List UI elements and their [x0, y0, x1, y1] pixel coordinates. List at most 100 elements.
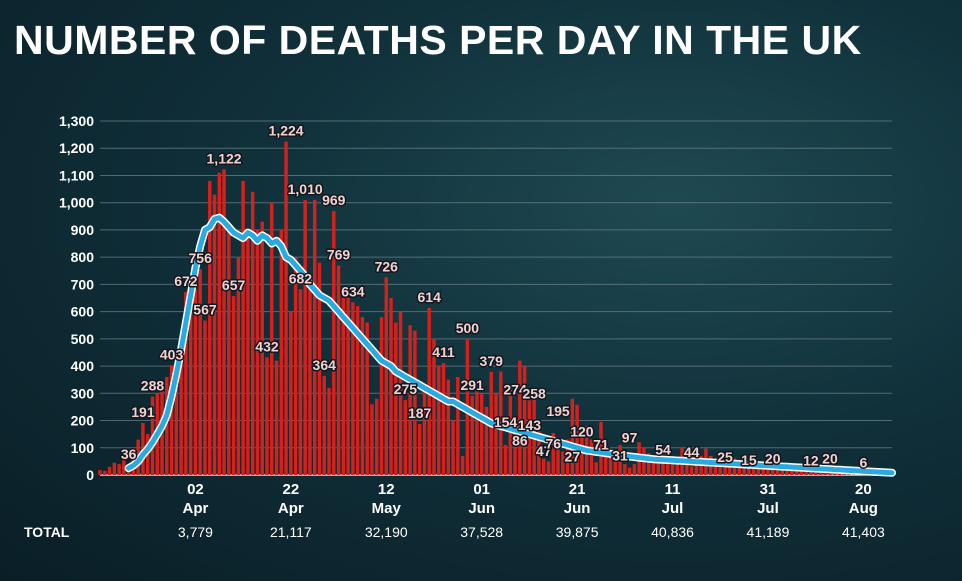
bar [742, 464, 746, 475]
bar [379, 317, 384, 475]
data-label: 44 [684, 444, 700, 460]
bar [103, 470, 107, 475]
bar [594, 462, 598, 475]
y-tick-label: 1,000 [59, 195, 94, 211]
bar [408, 325, 412, 475]
bar [522, 366, 527, 475]
y-tick-label: 700 [71, 276, 95, 292]
data-label: 27 [565, 449, 581, 465]
data-label: 634 [341, 283, 365, 299]
bar [298, 289, 303, 475]
bar [413, 330, 417, 475]
bar [203, 320, 207, 475]
data-label: 1,122 [207, 150, 242, 166]
data-label: 275 [394, 381, 418, 397]
bar [651, 458, 656, 475]
bar [432, 338, 436, 475]
y-tick-label: 100 [71, 440, 95, 456]
bar [728, 461, 732, 475]
bar [613, 454, 617, 475]
bar [627, 467, 632, 475]
bar [117, 464, 121, 475]
bar [537, 431, 541, 475]
bar [303, 199, 307, 475]
y-tick-label: 500 [71, 331, 95, 347]
bar [312, 199, 317, 475]
data-label: 291 [460, 377, 484, 393]
y-tick-label: 400 [71, 358, 95, 374]
bar [360, 317, 365, 475]
bar [351, 302, 355, 475]
x-tick-day: 21 [569, 481, 586, 498]
bar [417, 424, 422, 475]
bar [623, 464, 627, 475]
y-tick-label: 1,200 [59, 140, 94, 156]
x-tick-month: Apr [278, 500, 304, 517]
chart-title: NUMBER OF DEATHS PER DAY IN THE UK [14, 17, 862, 63]
x-tick-month: Apr [182, 500, 208, 517]
x-tick-month: May [372, 500, 402, 517]
bar [208, 180, 212, 475]
bar [575, 404, 579, 475]
data-label: 432 [255, 338, 279, 354]
bar [441, 363, 446, 475]
data-label: 120 [570, 423, 594, 439]
bar [460, 455, 465, 475]
bar [785, 466, 789, 475]
data-label: 25 [717, 449, 733, 465]
bar [250, 191, 255, 476]
x-tick-day: 02 [187, 481, 204, 498]
total-value: 41,189 [747, 524, 790, 540]
bar [246, 235, 250, 475]
bar [403, 400, 408, 475]
bar [771, 465, 775, 475]
bar [188, 298, 193, 475]
y-tick-label: 600 [71, 304, 95, 320]
y-tick-label: 200 [71, 413, 95, 429]
bar [551, 433, 555, 475]
bar [451, 420, 455, 475]
bar [341, 298, 346, 475]
bar [794, 468, 799, 475]
bar [193, 289, 198, 475]
bar [589, 439, 594, 475]
total-value: 39,875 [556, 524, 599, 540]
data-label: 47 [536, 443, 552, 459]
bar [346, 298, 350, 475]
total-value: 37,528 [460, 524, 503, 540]
bar [804, 469, 808, 475]
bar [98, 470, 102, 475]
data-label: 31 [612, 448, 628, 464]
data-label: 154 [494, 414, 518, 430]
data-label: 756 [189, 250, 213, 266]
data-label: 567 [193, 302, 217, 318]
bar [169, 365, 174, 475]
data-label: 97 [622, 430, 638, 446]
bar [184, 292, 188, 475]
bar [661, 455, 665, 475]
bar [236, 257, 241, 475]
bar [685, 461, 689, 475]
bar [122, 458, 126, 475]
bar [322, 375, 326, 475]
data-label: 143 [518, 417, 542, 433]
data-label: 36 [121, 446, 137, 462]
x-tick-day: 12 [378, 481, 395, 498]
bar [332, 211, 336, 475]
bar [561, 451, 565, 475]
total-value: 32,190 [365, 524, 408, 540]
data-label: 379 [480, 353, 504, 369]
data-label: 288 [141, 378, 165, 394]
y-axis-tick-labels: 0 100 200 300 400 500 600 700 800 900 1,000 1,100 1,… [59, 113, 94, 483]
data-labels: 36 191 288 403 672 756 567 1,122 657 432 1,224 682 1… [119, 121, 869, 472]
bar [212, 194, 217, 475]
bar [580, 436, 584, 475]
data-label: 1,010 [288, 181, 323, 197]
data-label: 411 [432, 344, 455, 360]
bar [265, 357, 269, 475]
bar [775, 468, 780, 475]
data-label: 657 [222, 277, 246, 293]
bar [689, 466, 694, 475]
y-tick-label: 1,300 [59, 113, 94, 129]
data-label: 403 [160, 346, 184, 362]
